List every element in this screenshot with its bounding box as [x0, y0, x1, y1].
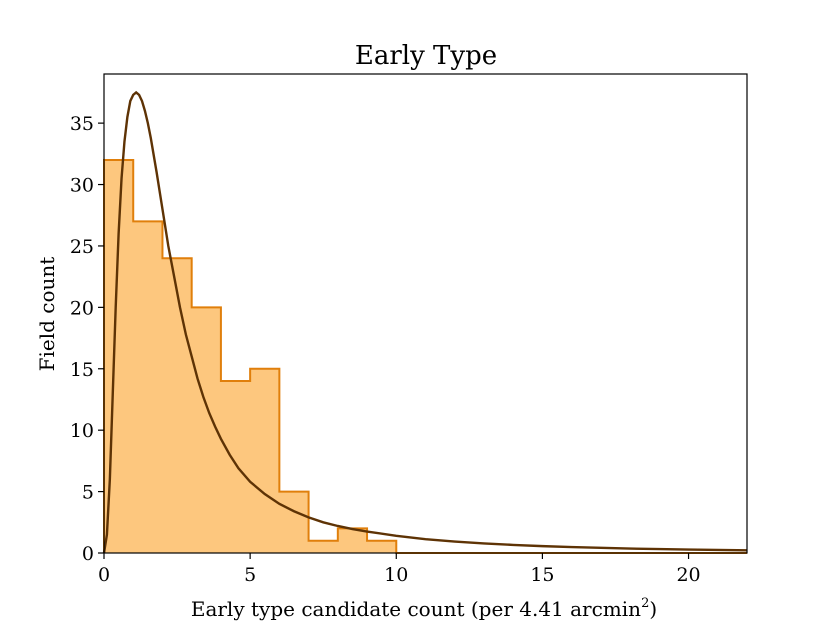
x-tick-label: 10: [384, 564, 408, 586]
x-tick-label: 20: [676, 564, 700, 586]
y-tick-label: 35: [70, 113, 94, 135]
histogram-bar: [133, 221, 163, 553]
histogram-bars: [104, 159, 397, 553]
x-tick-label: 5: [244, 564, 256, 586]
y-tick-label: 30: [70, 175, 94, 197]
chart-title: Early Type: [355, 41, 497, 71]
y-tick-label: 15: [70, 359, 94, 381]
y-tick-label: 25: [70, 236, 94, 258]
y-axis-label: Field count: [35, 257, 59, 372]
x-axis-label: Early type candidate count (per 4.41 arc…: [191, 596, 657, 621]
fit-curve-line: [102, 90, 748, 554]
y-tick-label: 10: [70, 420, 94, 442]
axes-frame: [103, 73, 748, 554]
histogram-bar: [220, 381, 251, 553]
y-tick-label: 0: [82, 543, 94, 565]
histogram-bar: [308, 540, 339, 553]
x-axis-ticks: 0 5 10 15 20: [98, 553, 701, 586]
histogram-bar: [367, 540, 397, 553]
histogram-bar: [279, 491, 310, 553]
histogram-bar: [337, 528, 368, 553]
plot-area: [102, 90, 748, 554]
x-tick-label: 0: [98, 564, 110, 586]
y-tick-label: 5: [82, 482, 94, 504]
histogram-bar: [162, 258, 193, 553]
y-axis-ticks: 0 5 10 15 20 25 30 35: [70, 113, 104, 565]
x-tick-label: 15: [530, 564, 554, 586]
y-tick-label: 20: [70, 297, 94, 319]
histogram-bar: [250, 368, 280, 553]
